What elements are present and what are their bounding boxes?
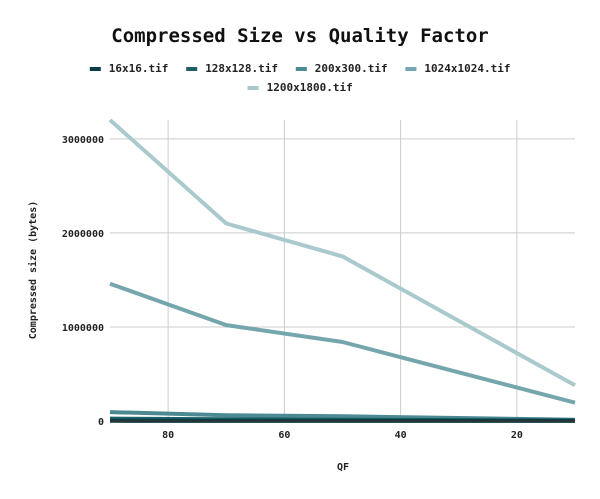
gridlines (110, 120, 575, 421)
legend-swatch (89, 67, 101, 71)
legend-item: 200x300.tif (295, 62, 388, 75)
chart-title: Compressed Size vs Quality Factor (111, 25, 489, 47)
y-axis-label: Compressed size (bytes) (27, 201, 39, 339)
y-axis-ticks: 0 1000000 2000000 3000000 (62, 135, 104, 428)
legend-swatch (295, 67, 307, 71)
legend-item: 16x16.tif (89, 62, 169, 75)
legend-label: 128x128.tif (205, 62, 278, 75)
legend-swatch (405, 67, 417, 71)
legend-label: 1024x1024.tif (424, 62, 510, 75)
x-axis-label: QF (337, 462, 349, 473)
y-tick-label: 2000000 (62, 229, 104, 240)
series-line-4 (109, 281, 576, 405)
x-axis-ticks: 80 60 40 20 (162, 430, 523, 441)
legend-label: 200x300.tif (315, 62, 388, 75)
y-tick-label: 0 (98, 417, 104, 428)
legend-item: 1200x1800.tif (247, 81, 353, 94)
y-tick-label: 1000000 (62, 323, 104, 334)
legend-label: 16x16.tif (109, 62, 169, 75)
legend-item: 128x128.tif (186, 62, 278, 75)
x-tick-label: 20 (511, 430, 523, 441)
series-lines (108, 118, 576, 423)
x-tick-label: 60 (278, 430, 290, 441)
y-tick-label: 3000000 (62, 135, 104, 146)
legend-swatch (186, 67, 198, 71)
series-line-5 (108, 118, 576, 388)
series-line-3 (109, 410, 576, 422)
x-tick-label: 40 (395, 430, 407, 441)
legend-item: 1024x1024.tif (405, 62, 510, 75)
legend-swatch (247, 86, 259, 90)
x-tick-label: 80 (162, 430, 174, 441)
legend-label: 1200x1800.tif (267, 81, 353, 94)
legend: 16x16.tif 128x128.tif 200x300.tif 1024x1024… (89, 62, 510, 94)
